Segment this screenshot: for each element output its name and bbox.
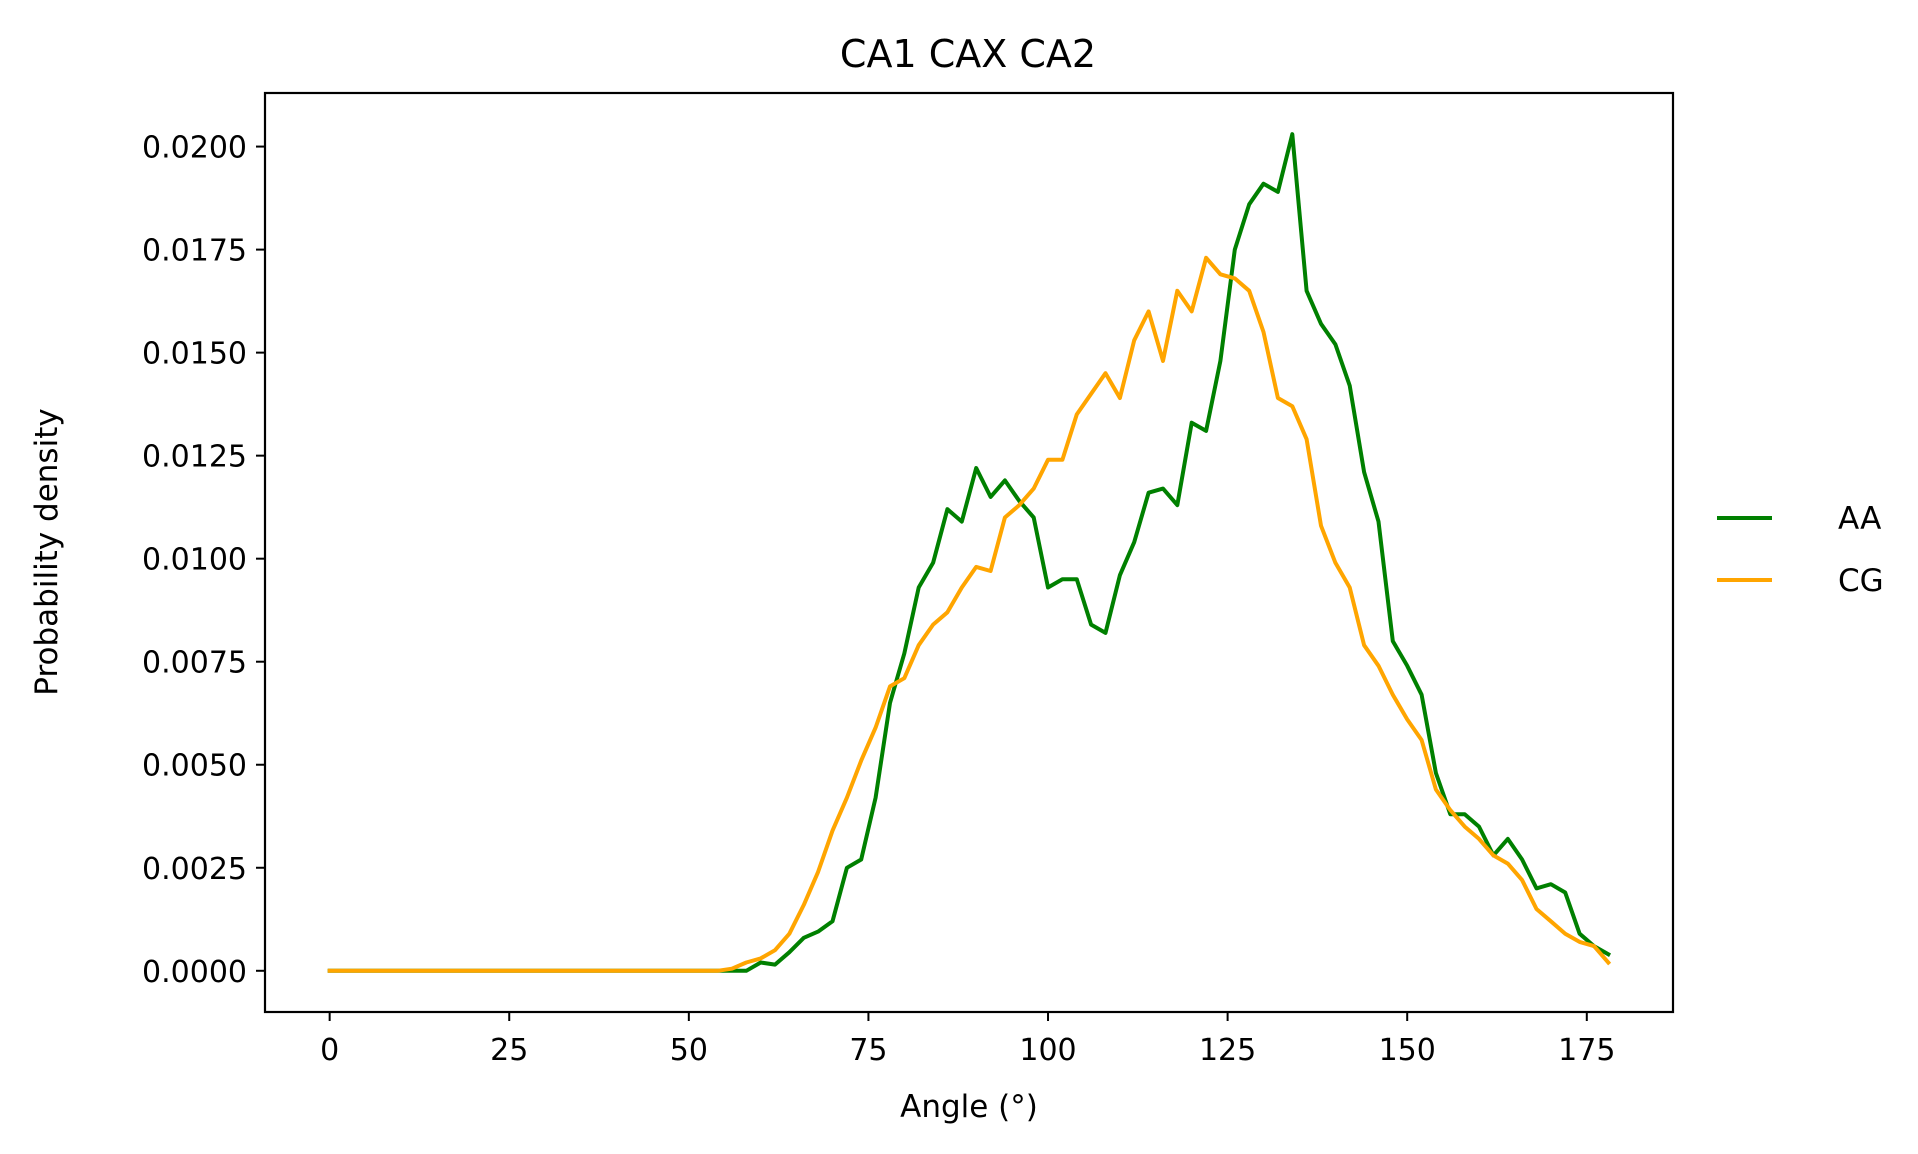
y-tick-label: 0.0075	[142, 646, 247, 681]
x-tick-label: 0	[320, 1033, 339, 1068]
x-tick-label: 75	[849, 1033, 887, 1068]
x-tick-label: 25	[490, 1033, 528, 1068]
y-tick-label: 0.0000	[142, 955, 247, 990]
x-axis-label: Angle (°)	[900, 1089, 1038, 1125]
legend-label-aa: AA	[1838, 501, 1881, 537]
x-tick-label: 125	[1199, 1033, 1256, 1068]
y-tick-label: 0.0175	[142, 234, 247, 269]
y-tick-label: 0.0025	[142, 852, 247, 887]
legend-label-cg: CG	[1838, 563, 1884, 599]
y-tick-label: 0.0050	[142, 749, 247, 784]
x-axis: 0 25 50 75 100 125 150 175	[320, 1012, 1615, 1068]
plot-frame	[263, 91, 1675, 1014]
y-tick-label: 0.0100	[142, 543, 247, 578]
x-tick-label: 175	[1558, 1033, 1615, 1068]
chart-title: CA1 CAX CA2	[840, 32, 1096, 76]
y-axis: 0.0000 0.0025 0.0050 0.0075 0.0100 0.0125 0.01…	[142, 131, 265, 990]
x-tick-label: 100	[1019, 1033, 1076, 1068]
y-tick-label: 0.0125	[142, 440, 247, 475]
plot-lines	[327, 132, 1612, 973]
legend: AA CG	[1717, 501, 1884, 599]
x-tick-label: 150	[1379, 1033, 1436, 1068]
y-tick-label: 0.0200	[142, 131, 247, 166]
y-axis-label: Probability density	[29, 408, 65, 695]
y-tick-label: 0.0150	[142, 337, 247, 372]
x-tick-label: 50	[670, 1033, 708, 1068]
series-line-cg	[327, 255, 1612, 973]
